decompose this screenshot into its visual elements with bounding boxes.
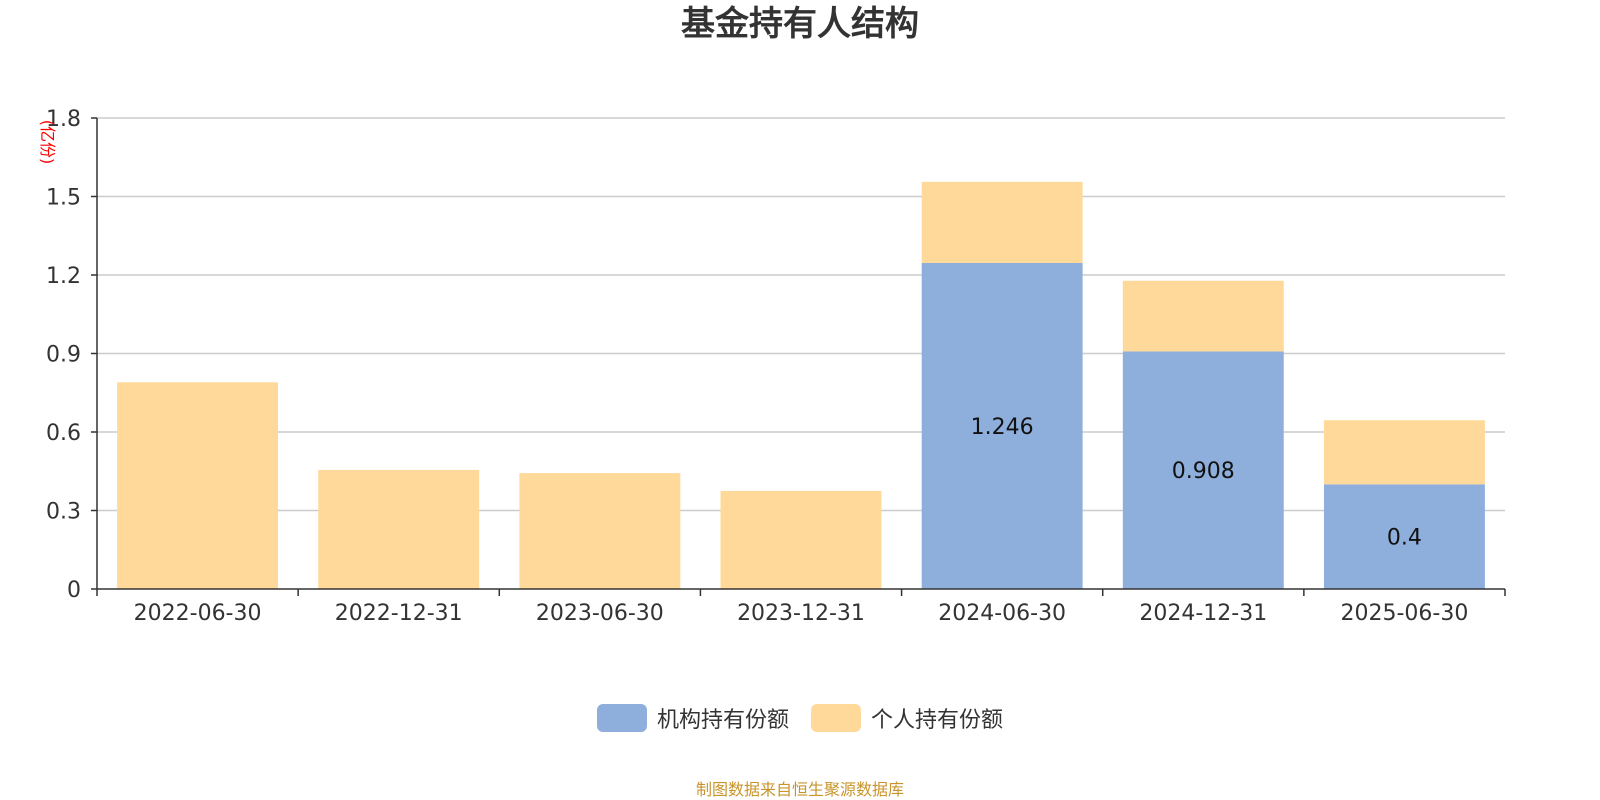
source-note: 制图数据来自恒生聚源数据库	[695, 780, 904, 799]
bar-institutional-2025-06-30[interactable]	[1323, 484, 1485, 589]
legend-item-institutional[interactable]: 机构持有份额	[596, 702, 789, 734]
x-tick-label: 2024-06-30	[938, 601, 1066, 626]
x-tick-label: 2022-12-31	[335, 601, 463, 626]
bar-individual-2025-06-30[interactable]	[1323, 420, 1485, 485]
bar-individual-2022-12-31[interactable]	[318, 469, 480, 589]
legend-swatch-individual	[811, 704, 861, 732]
y-tick-label: 0.6	[46, 421, 81, 446]
legend-item-individual[interactable]: 个人持有份额	[811, 702, 1003, 734]
legend-label-institutional: 机构持有份额	[656, 708, 789, 733]
bar-individual-2024-12-31[interactable]	[1122, 280, 1284, 352]
bar-institutional-2024-06-30[interactable]	[921, 262, 1083, 589]
data-label: 0.4	[1387, 526, 1422, 551]
legend-label-individual: 个人持有份额	[871, 708, 1004, 733]
grid-lines	[97, 117, 1505, 512]
x-tick-label: 2025-06-30	[1340, 601, 1468, 626]
y-tick-label: 1.5	[46, 186, 81, 211]
bar-individual-2024-06-30[interactable]	[921, 181, 1083, 263]
axes: 0 0.3 0.6 0.9 1.2 1.5 1.8 2022-06-30 2022-12-31 2…	[46, 107, 1506, 626]
data-label: 1.246	[971, 415, 1034, 440]
y-tick-label: 0.9	[46, 343, 81, 368]
y-tick-label: 1.8	[46, 107, 81, 132]
x-tick-label: 2022-06-30	[134, 601, 262, 626]
bar-individual-2023-06-30[interactable]	[519, 473, 681, 589]
x-tick-label: 2023-06-30	[536, 601, 664, 626]
y-tick-label: 0.3	[46, 500, 81, 525]
legend: 机构持有份额 个人持有份额	[0, 702, 1600, 734]
x-tick-label: 2024-12-31	[1139, 601, 1267, 626]
bar-individual-2023-12-31[interactable]	[720, 490, 882, 589]
bars	[117, 181, 1485, 589]
bar-individual-2022-06-30[interactable]	[117, 382, 279, 589]
data-labels: 1.246 0.908 0.4	[971, 415, 1422, 551]
y-axis-label: (亿份)	[38, 120, 57, 165]
legend-swatch-institutional	[596, 704, 647, 732]
y-tick-label: 1.2	[46, 264, 81, 289]
bar-institutional-2024-12-31[interactable]	[1122, 351, 1284, 589]
chart-title: 基金持有人结构	[681, 4, 919, 44]
x-tick-label: 2023-12-31	[737, 601, 865, 626]
data-label: 0.908	[1172, 459, 1235, 484]
y-tick-label: 0	[67, 578, 81, 603]
